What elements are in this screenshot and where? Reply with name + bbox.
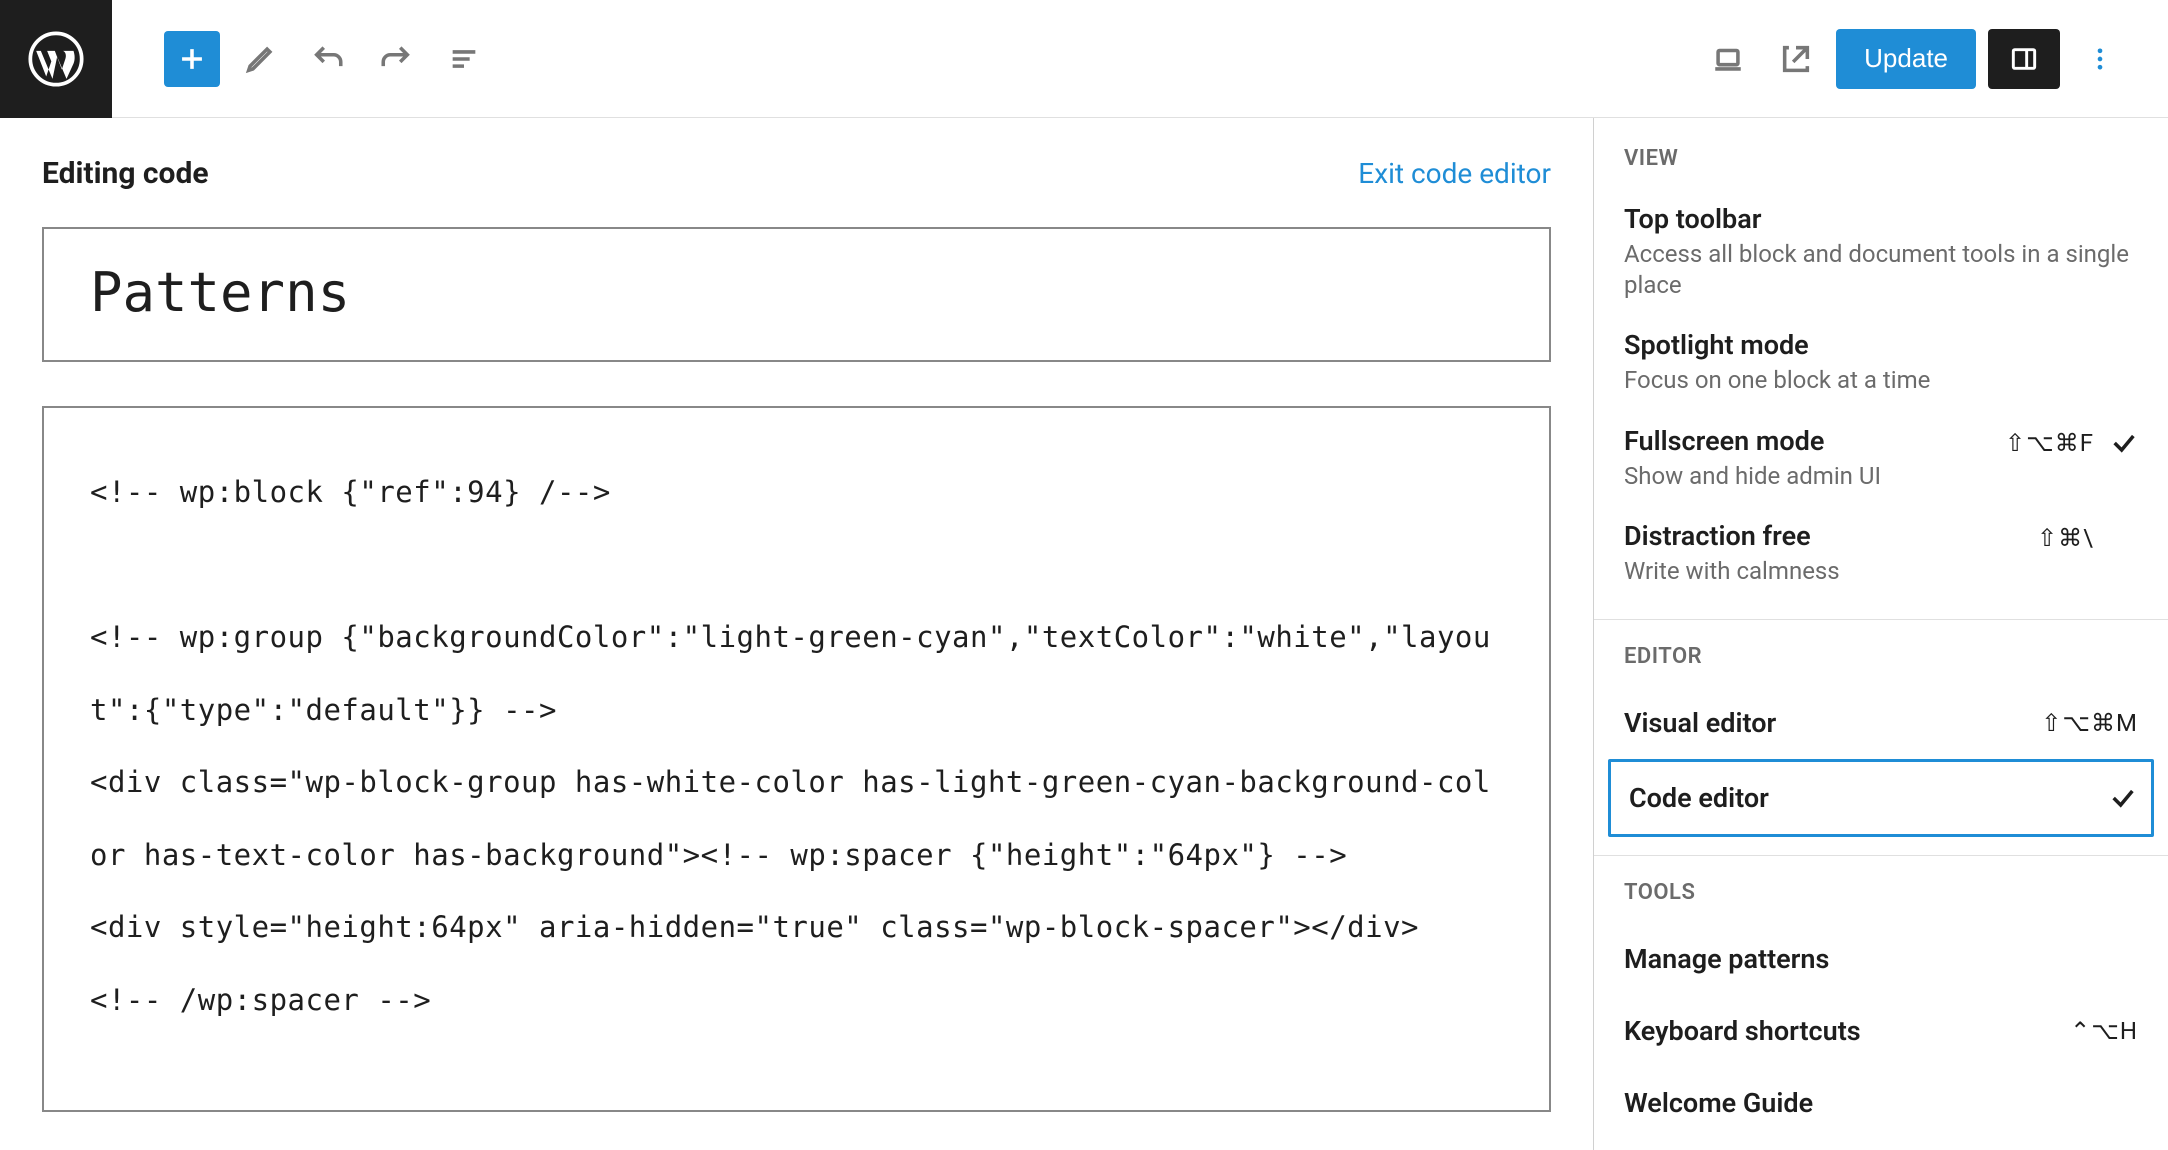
add-block-button[interactable] xyxy=(164,31,220,87)
more-menu-button[interactable] xyxy=(2072,31,2128,87)
code-content: <!-- wp:block {"ref":94} /--> <!-- wp:gr… xyxy=(90,456,1503,1036)
preview-button[interactable] xyxy=(1768,31,1824,87)
sidebar-icon xyxy=(2008,43,2040,75)
settings-sidebar-button[interactable] xyxy=(1988,29,2060,89)
laptop-icon xyxy=(1711,42,1745,76)
redo-icon xyxy=(379,42,413,76)
menu-item-shortcut: ⇧⌥⌘M xyxy=(2041,709,2138,737)
menu-item-desc: Focus on one block at a time xyxy=(1624,365,2138,396)
menu-item-title: Welcome Guide xyxy=(1624,1087,2138,1119)
toolbar-left xyxy=(112,31,492,87)
view-section-label: VIEW xyxy=(1594,146,2168,189)
app-root: Update Editing code Exit code editor Pat… xyxy=(0,0,2168,1150)
external-link-icon xyxy=(1779,42,1813,76)
exit-code-editor-link[interactable]: Exit code editor xyxy=(1358,157,1551,190)
menu-item-desc: Access all block and document tools in a… xyxy=(1624,239,2138,301)
list-icon xyxy=(447,42,481,76)
view-button[interactable] xyxy=(1700,31,1756,87)
edit-button[interactable] xyxy=(232,31,288,87)
redo-button[interactable] xyxy=(368,31,424,87)
menu-item-title: Code editor xyxy=(1629,782,2133,814)
body: Editing code Exit code editor Patterns <… xyxy=(0,118,2168,1150)
code-editor-box[interactable]: <!-- wp:block {"ref":94} /--> <!-- wp:gr… xyxy=(42,406,1551,1112)
wordpress-icon xyxy=(28,31,84,87)
menu-item-title: Spotlight mode xyxy=(1624,329,2138,361)
menu-item-welcome-guide[interactable]: Welcome Guide xyxy=(1594,1067,2168,1139)
menu-item-spotlight-mode[interactable]: Spotlight mode Focus on one block at a ti… xyxy=(1594,315,2168,410)
wordpress-logo[interactable] xyxy=(0,0,112,118)
editing-code-label: Editing code xyxy=(42,156,209,191)
menu-item-title: Top toolbar xyxy=(1624,203,2138,235)
pencil-icon xyxy=(243,42,277,76)
menu-item-shortcut: ⌃⌥H xyxy=(2070,1017,2138,1045)
menu-item-shortcut: ⇧⌘\ xyxy=(2037,524,2094,552)
undo-button[interactable] xyxy=(300,31,356,87)
page-title: Patterns xyxy=(90,261,1503,324)
main-editor: Editing code Exit code editor Patterns <… xyxy=(0,118,1593,1150)
menu-item-shortcut: ⇧⌥⌘F xyxy=(2005,429,2094,457)
editor-section-label: EDITOR xyxy=(1594,644,2168,687)
menu-item-keyboard-shortcuts[interactable]: Keyboard shortcuts⌃⌥H xyxy=(1594,995,2168,1067)
menu-item-desc: Write with calmness xyxy=(1624,556,2138,587)
divider xyxy=(1594,619,2168,620)
menu-item-fullscreen-mode[interactable]: Fullscreen modeShow and hide admin UI⇧⌥⌘… xyxy=(1594,411,2168,506)
document-outline-button[interactable] xyxy=(436,31,492,87)
check-icon xyxy=(2109,784,2137,816)
menu-item-distraction-free[interactable]: Distraction freeWrite with calmness⇧⌘\ xyxy=(1594,506,2168,601)
check-icon xyxy=(2110,429,2138,461)
plus-icon xyxy=(175,42,209,76)
tools-section-label: TOOLS xyxy=(1594,880,2168,923)
menu-item-code-editor[interactable]: Code editor xyxy=(1608,759,2154,837)
menu-item-top-toolbar[interactable]: Top toolbar Access all block and document… xyxy=(1594,189,2168,315)
menu-item-desc: Show and hide admin UI xyxy=(1624,461,2138,492)
toolbar-right: Update xyxy=(1700,29,2168,89)
topbar: Update xyxy=(0,0,2168,118)
undo-icon xyxy=(311,42,345,76)
more-menu-dropdown: VIEW Top toolbar Access all block and doc… xyxy=(1593,118,2168,1150)
menu-item-manage-patterns[interactable]: Manage patterns xyxy=(1594,923,2168,995)
main-header: Editing code Exit code editor xyxy=(42,156,1551,191)
update-button[interactable]: Update xyxy=(1836,29,1976,89)
divider xyxy=(1594,855,2168,856)
menu-item-title: Manage patterns xyxy=(1624,943,2138,975)
menu-item-title: Keyboard shortcuts xyxy=(1624,1015,2138,1047)
title-input-box[interactable]: Patterns xyxy=(42,227,1551,362)
kebab-icon xyxy=(2086,45,2114,73)
menu-item-visual-editor[interactable]: Visual editor⇧⌥⌘M xyxy=(1594,687,2168,759)
